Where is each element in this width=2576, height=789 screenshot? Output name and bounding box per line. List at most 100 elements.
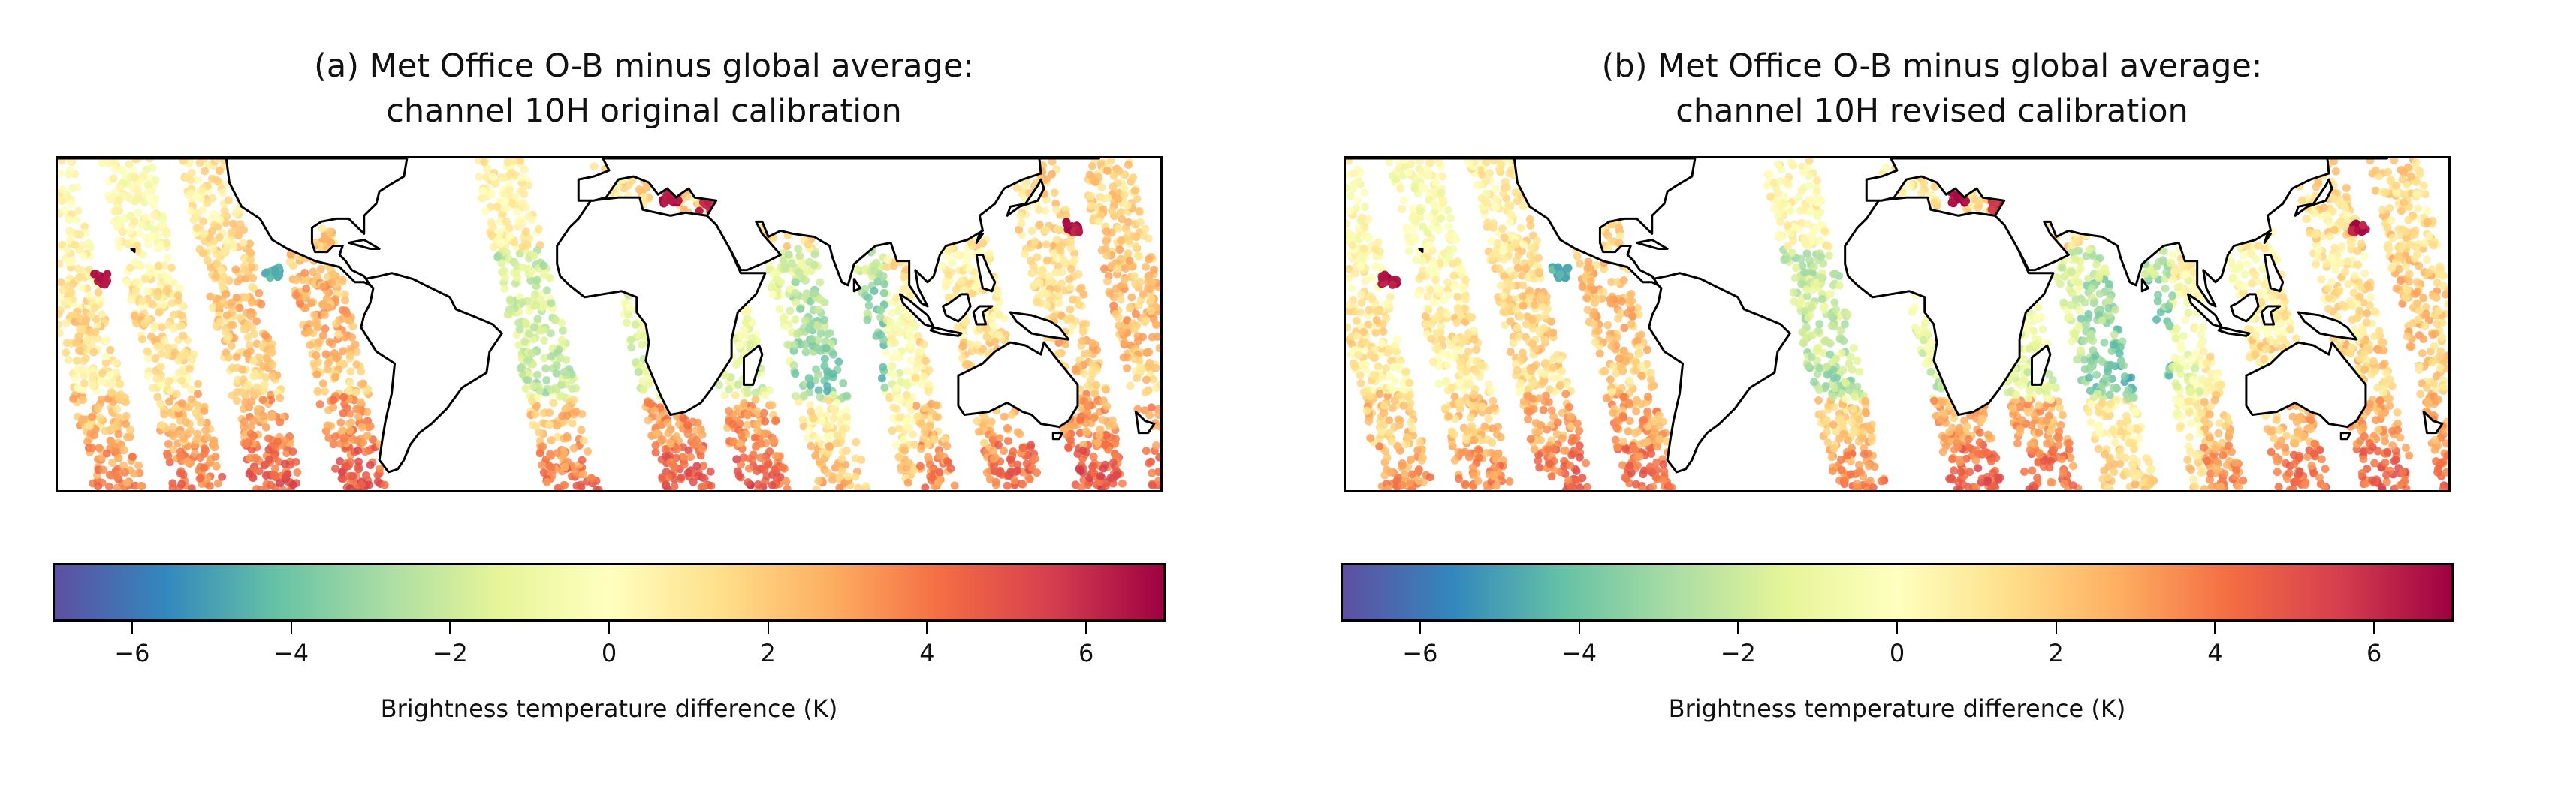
observation-point: [807, 335, 816, 343]
observation-point: [1118, 215, 1127, 224]
observation-point: [222, 290, 231, 299]
colorbar-tick: [290, 622, 292, 634]
coastline-north-america: [58, 158, 409, 287]
observation-point: [375, 465, 384, 474]
observation-point: [1377, 427, 1386, 436]
map: [1344, 156, 2451, 492]
observation-point: [330, 432, 339, 441]
observation-point: [643, 399, 652, 407]
observation-point: [380, 480, 389, 489]
observation-point: [1106, 474, 1115, 483]
observation-point: [1524, 415, 1532, 423]
observation-point: [854, 483, 863, 490]
observation-point: [351, 340, 360, 349]
observation-point: [892, 324, 901, 332]
observation-point: [1379, 327, 1388, 336]
observation-point: [1424, 305, 1433, 314]
observation-point: [1375, 442, 1384, 450]
observation-point: [507, 169, 516, 177]
observation-point: [1573, 419, 1582, 428]
observation-point: [509, 158, 518, 166]
observation-point: [971, 268, 980, 277]
observation-point: [518, 298, 527, 306]
observation-point: [533, 315, 542, 324]
observation-point: [1506, 209, 1515, 218]
observation-point: [288, 447, 297, 456]
observation-point: [186, 176, 195, 185]
observation-point: [1087, 339, 1096, 348]
observation-point: [1417, 182, 1426, 191]
observation-point: [843, 472, 852, 481]
observation-point: [209, 244, 218, 253]
satellite-swath: [285, 224, 389, 490]
observation-point: [1505, 201, 1514, 210]
observation-point: [1499, 291, 1508, 300]
observation-point: [1353, 331, 1362, 340]
observation-point: [651, 441, 660, 450]
observation-point: [479, 193, 488, 202]
observation-point: [334, 330, 343, 339]
observation-point: [671, 453, 680, 462]
observation-point: [167, 264, 176, 273]
observation-point: [768, 290, 777, 299]
observation-point: [557, 318, 566, 327]
observation-point: [1142, 262, 1150, 271]
observation-point: [1365, 233, 1374, 242]
observation-point: [1408, 424, 1417, 433]
observation-point: [182, 457, 192, 466]
observation-point: [170, 310, 179, 319]
observation-point: [505, 295, 514, 304]
observation-point: [837, 455, 846, 464]
observation-point: [784, 250, 793, 259]
observation-point: [924, 387, 933, 396]
observation-point: [1103, 194, 1112, 202]
observation-point: [1505, 169, 1514, 178]
observation-point: [77, 416, 86, 425]
observation-point: [1027, 256, 1036, 265]
observation-point: [1514, 332, 1523, 341]
observation-point: [1146, 306, 1155, 315]
observation-point: [560, 450, 569, 459]
observation-point: [814, 370, 823, 379]
observation-point: [1113, 264, 1122, 273]
observation-point: [75, 346, 83, 355]
observation-point: [201, 447, 210, 455]
observation-point: [1069, 295, 1078, 304]
observation-point: [186, 206, 195, 215]
observation-point: [499, 173, 508, 182]
observation-point: [1414, 477, 1423, 486]
observation-point: [899, 435, 908, 444]
observation-point: [1549, 412, 1558, 421]
observation-point: [1003, 423, 1012, 432]
observation-point: [160, 410, 169, 419]
observation-point: [538, 461, 547, 469]
observation-point: [902, 390, 911, 399]
observation-point: [128, 166, 137, 175]
observation-point: [62, 318, 71, 327]
observation-point: [662, 480, 671, 489]
observation-point: [105, 471, 114, 480]
observation-point: [194, 379, 203, 388]
observation-point: [820, 354, 829, 363]
observation-point: [122, 478, 131, 487]
observation-point: [1413, 446, 1422, 455]
observation-point: [1354, 224, 1363, 233]
observation-point: [572, 408, 581, 416]
observation-point: [891, 441, 900, 450]
observation-point: [1097, 183, 1106, 192]
observation-point: [1491, 184, 1500, 193]
observation-point: [102, 336, 111, 345]
observation-point: [1488, 253, 1497, 262]
observation-point: [729, 437, 738, 446]
observation-point: [909, 430, 918, 439]
observation-point: [172, 390, 181, 399]
observation-point: [1353, 196, 1362, 205]
observation-point: [906, 341, 915, 350]
observation-point: [894, 393, 903, 402]
observation-point: [1505, 218, 1514, 227]
observation-point: [1518, 348, 1527, 357]
observation-point: [1453, 257, 1461, 267]
observation-point: [1350, 269, 1359, 278]
observation-point: [789, 361, 798, 369]
observation-point: [157, 421, 166, 429]
